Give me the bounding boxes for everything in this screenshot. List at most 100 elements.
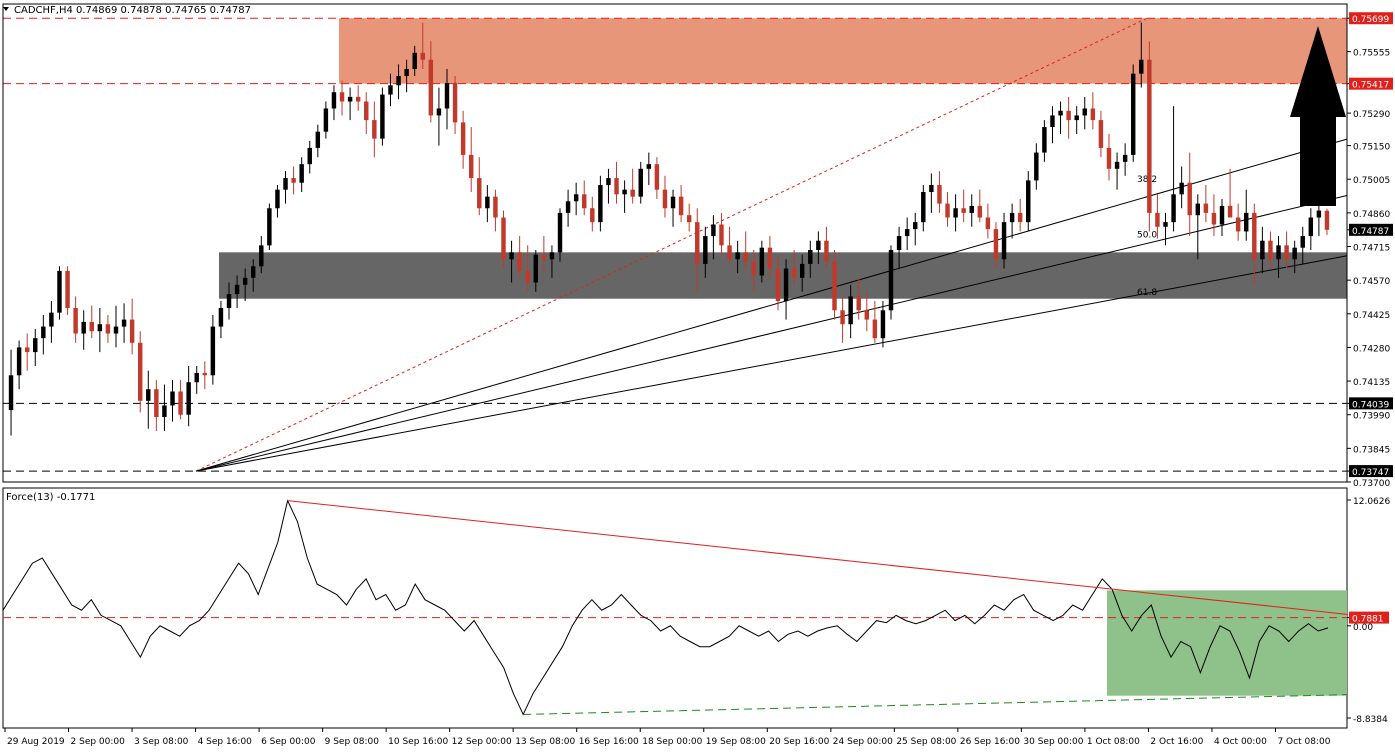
candle <box>969 194 974 227</box>
candle <box>1122 143 1128 176</box>
fib-trend-line <box>195 17 1148 472</box>
force-tag <box>1349 611 1389 624</box>
header-dropdown-icon[interactable] <box>3 7 9 11</box>
candle-body <box>1235 217 1241 232</box>
candle-body <box>1147 59 1152 213</box>
candle-body <box>137 342 143 401</box>
candle <box>1139 22 1144 88</box>
candle-body <box>291 178 296 183</box>
candle <box>791 250 797 285</box>
candle-body <box>113 326 119 334</box>
candle-body <box>501 217 506 260</box>
candle <box>436 87 442 146</box>
candle <box>824 226 829 269</box>
fib-fan-line-1 <box>195 194 1348 472</box>
candle-body <box>251 266 256 278</box>
candle <box>1074 106 1079 134</box>
candle <box>1082 96 1087 130</box>
force-resistance-trendline <box>287 500 1348 615</box>
price-tick-label: 0.73990 <box>1353 412 1390 422</box>
candle <box>1284 231 1289 269</box>
candle <box>751 250 756 292</box>
candle <box>186 366 191 427</box>
candle <box>638 161 643 204</box>
up-arrow-icon <box>1290 26 1346 206</box>
candle-body <box>783 268 789 302</box>
price-tick-label: 0.75555 <box>1353 49 1390 59</box>
candle-body <box>993 229 999 260</box>
candle <box>380 87 385 146</box>
time-tick-label: 2 Sep 00:00 <box>71 737 126 747</box>
candle-body <box>848 296 853 325</box>
candle-body <box>695 222 700 264</box>
time-axis: 29 Aug 2019 2 Sep 00:00 3 Sep 08:00 4 Sep 1… <box>4 728 1331 747</box>
candle <box>1147 41 1152 232</box>
candle-body <box>267 208 272 246</box>
candle-body <box>727 245 732 260</box>
candle-body <box>1058 110 1063 116</box>
candle <box>945 192 950 227</box>
candle-body <box>791 268 797 278</box>
candle <box>388 73 393 107</box>
candle-body <box>614 178 619 195</box>
candle-body <box>816 240 821 250</box>
candle <box>234 275 240 308</box>
candle <box>1260 226 1265 274</box>
candle-body <box>808 250 813 264</box>
candle <box>856 277 861 320</box>
candle-body <box>1155 212 1160 227</box>
price-panel-frame <box>2 3 1348 483</box>
candle-body <box>969 205 974 213</box>
candle-body <box>162 405 167 418</box>
candle <box>315 124 321 158</box>
candle-body <box>517 252 522 271</box>
candle-body <box>315 131 321 148</box>
candle <box>81 310 86 350</box>
candle <box>1026 171 1031 232</box>
candle-body <box>1187 182 1192 216</box>
candle <box>614 161 619 204</box>
candle <box>1001 212 1007 269</box>
candle <box>1308 208 1314 250</box>
candle <box>242 268 248 302</box>
candle <box>654 157 660 199</box>
candle <box>719 212 724 255</box>
candle <box>97 308 103 353</box>
candle <box>573 182 579 216</box>
candle-body <box>904 229 910 237</box>
candle-body <box>24 347 30 353</box>
candle <box>727 226 732 264</box>
candle-body <box>154 389 159 418</box>
price-tick-label: 0.73845 <box>1353 445 1390 455</box>
time-tick-label: 13 Sep 08:00 <box>515 737 575 747</box>
candle-body <box>1316 210 1322 218</box>
candle <box>1276 236 1281 278</box>
candle-body <box>242 277 248 285</box>
candle <box>985 203 991 239</box>
time-tick-label: 7 Oct 08:00 <box>1277 737 1330 747</box>
candle <box>372 101 377 158</box>
candle-body <box>1026 180 1031 223</box>
force-tick-label: -8.8384 <box>1353 715 1388 725</box>
candle-body <box>1130 73 1136 155</box>
candle <box>1017 198 1023 232</box>
support-zone <box>219 252 1347 299</box>
candle <box>146 370 151 429</box>
candle <box>1227 168 1233 218</box>
fib-label: 38.2 <box>1137 175 1157 185</box>
candle-body <box>622 189 627 195</box>
candle <box>1163 212 1168 246</box>
candle-body <box>16 347 22 376</box>
price-tick-label: 0.75005 <box>1353 176 1390 186</box>
candle-body <box>953 208 958 218</box>
candle-body <box>1227 205 1233 218</box>
candle-body <box>331 92 337 109</box>
candle <box>509 240 514 283</box>
candle-body <box>1268 240 1273 260</box>
candle <box>1316 203 1322 237</box>
time-tick-label: 16 Sep 16:00 <box>579 737 639 747</box>
candle <box>1066 96 1071 139</box>
candle <box>743 231 748 269</box>
candle-body <box>146 389 151 401</box>
candle <box>517 236 522 278</box>
